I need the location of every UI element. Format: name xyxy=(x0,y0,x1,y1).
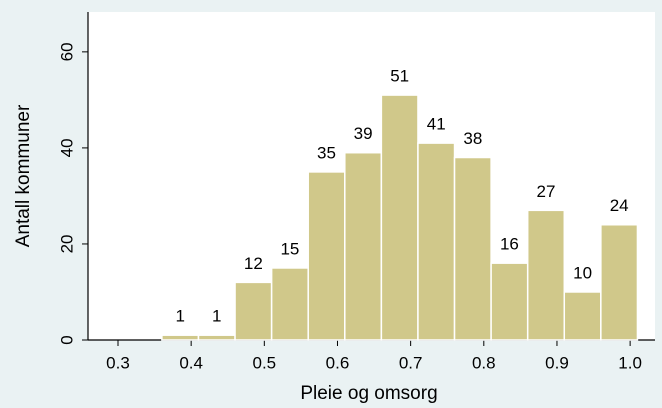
x-tick-label: 0.7 xyxy=(399,353,423,372)
data-label: 41 xyxy=(427,115,446,134)
data-label: 1 xyxy=(212,307,221,326)
bar xyxy=(417,142,456,341)
bar xyxy=(563,291,602,341)
bar xyxy=(270,267,309,341)
bar xyxy=(600,223,639,341)
data-label: 24 xyxy=(610,196,629,215)
data-label: 38 xyxy=(463,129,482,148)
data-label: 12 xyxy=(244,254,263,273)
bar xyxy=(453,156,492,341)
y-tick-label: 0 xyxy=(57,335,76,344)
data-label: 51 xyxy=(390,67,409,86)
y-tick-label: 40 xyxy=(57,138,76,157)
bar xyxy=(197,334,236,341)
data-label: 39 xyxy=(354,124,373,143)
bar xyxy=(380,94,419,341)
data-label: 15 xyxy=(280,239,299,258)
bar xyxy=(490,262,529,341)
bar xyxy=(161,334,200,341)
data-label: 35 xyxy=(317,143,336,162)
x-tick-label: 0.8 xyxy=(472,353,496,372)
data-label: 27 xyxy=(537,182,556,201)
bar xyxy=(344,151,383,341)
data-label: 10 xyxy=(573,263,592,282)
y-tick-label: 60 xyxy=(57,42,76,61)
bar xyxy=(234,281,273,341)
x-tick-label: 0.9 xyxy=(545,353,569,372)
data-label: 16 xyxy=(500,235,519,254)
y-axis-label: Antall kommuner xyxy=(13,104,34,247)
x-tick-label: 1.0 xyxy=(618,353,642,372)
x-tick-label: 0.5 xyxy=(252,353,276,372)
x-axis-label: Pleie og omsorg xyxy=(300,383,437,404)
bar xyxy=(307,171,346,341)
x-tick-label: 0.3 xyxy=(106,353,130,372)
y-tick-label: 20 xyxy=(57,234,76,253)
x-tick-label: 0.6 xyxy=(326,353,350,372)
x-tick-label: 0.4 xyxy=(179,353,203,372)
bar xyxy=(526,209,566,341)
data-label: 1 xyxy=(175,307,184,326)
